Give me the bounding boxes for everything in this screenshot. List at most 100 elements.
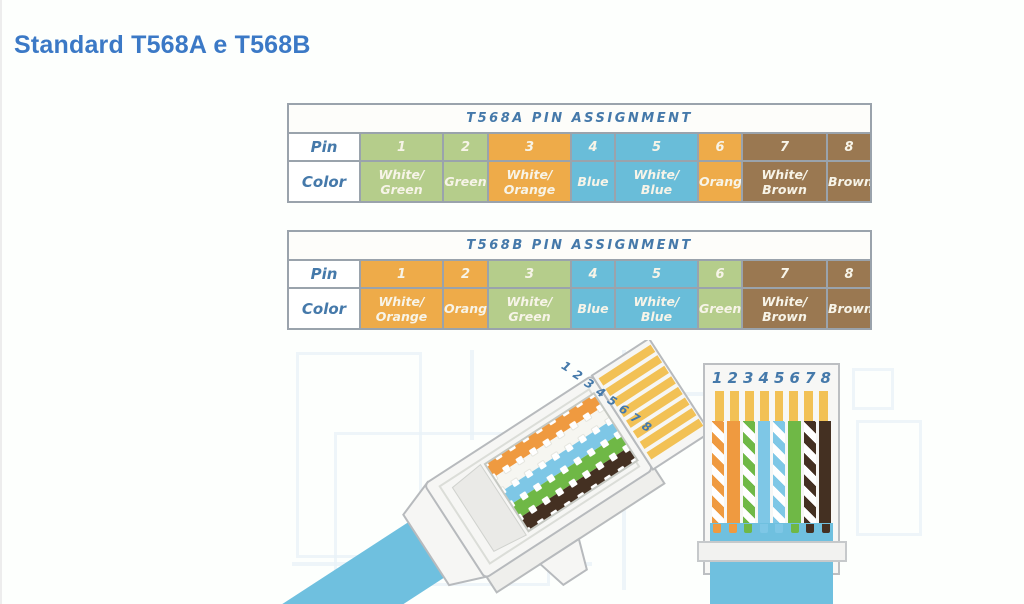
wire-tip bbox=[744, 524, 753, 533]
wire-tip bbox=[713, 524, 722, 533]
pin-cell: 8 bbox=[825, 132, 873, 162]
gold-pin bbox=[715, 391, 724, 421]
pin-cell: 6 bbox=[697, 259, 743, 289]
pin-cell: 4 bbox=[570, 132, 616, 162]
background-watermark bbox=[852, 368, 894, 410]
pin-number: 2 bbox=[727, 369, 738, 387]
wire-strip-white-orange bbox=[484, 393, 603, 478]
color-cell: Green bbox=[442, 160, 489, 203]
background-watermark bbox=[470, 350, 474, 440]
wire-strip-green bbox=[511, 433, 629, 518]
table-title-row: T568B PIN ASSIGNMENT bbox=[286, 230, 873, 261]
wires-front bbox=[712, 421, 831, 525]
wire-tips bbox=[711, 524, 832, 533]
wire-white-orange bbox=[712, 421, 725, 525]
pin-cell: 5 bbox=[614, 132, 699, 162]
color-cell: Brown bbox=[825, 287, 873, 330]
color-cell: Blue bbox=[570, 160, 616, 203]
pin-cell: 8 bbox=[825, 259, 873, 289]
color-row-label: Color bbox=[287, 287, 361, 330]
gold-pin bbox=[759, 391, 769, 421]
pin-number: 1 bbox=[712, 369, 723, 387]
pin-number: 4 bbox=[758, 369, 769, 387]
wire-brown bbox=[818, 421, 831, 525]
color-cell: White/ Blue bbox=[614, 287, 699, 330]
t568a-table: T568A PIN ASSIGNMENT Pin 1 2 3 4 5 6 7 8… bbox=[286, 103, 873, 203]
pin-row-label: Pin bbox=[287, 132, 361, 162]
pin-number: 5 bbox=[774, 369, 785, 387]
left-edge-line bbox=[0, 0, 2, 604]
rj45-connector-front: 1 2 3 4 5 6 7 8 bbox=[697, 360, 847, 604]
gold-pin bbox=[789, 391, 799, 421]
recessed-panel bbox=[451, 463, 527, 552]
pin-number: 7 bbox=[805, 369, 816, 387]
color-cell: White/ Orange bbox=[487, 160, 572, 203]
background-watermark bbox=[856, 420, 922, 536]
rj45-connector-3d: 1 2 3 4 5 6 7 8 bbox=[262, 340, 712, 604]
gold-pins-3d bbox=[598, 344, 704, 460]
wire-strip-brown bbox=[519, 446, 638, 532]
wire-tip bbox=[728, 524, 737, 533]
color-row: Color White/ Green Green White/ Orange B… bbox=[287, 160, 873, 203]
color-row-label: Color bbox=[287, 160, 361, 203]
t568b-table: T568B PIN ASSIGNMENT Pin 1 2 3 4 5 6 7 8… bbox=[286, 230, 873, 330]
pin-row: Pin 1 2 3 4 5 6 7 8 bbox=[287, 132, 873, 162]
color-cell: White/ Green bbox=[487, 287, 572, 330]
wire-tip bbox=[821, 524, 830, 533]
pin-numbers-front: 1 2 3 4 5 6 7 8 bbox=[711, 369, 832, 387]
wire-orange bbox=[727, 421, 740, 525]
strain-relief-band bbox=[697, 541, 847, 562]
color-row: Color White/ Orange Orange White/ Green … bbox=[287, 287, 873, 330]
t568b-table-title: T568B PIN ASSIGNMENT bbox=[286, 230, 873, 261]
wire-white-brown bbox=[803, 421, 816, 525]
svg-text:1: 1 bbox=[559, 358, 574, 374]
color-cell: Orange bbox=[442, 287, 489, 330]
table-title-row: T568A PIN ASSIGNMENT bbox=[286, 103, 873, 134]
color-cell: Orange bbox=[697, 160, 743, 203]
gold-pin bbox=[729, 391, 739, 421]
color-cell: White/ Orange bbox=[359, 287, 444, 330]
pin-cell: 6 bbox=[697, 132, 743, 162]
pin-cell: 1 bbox=[359, 132, 444, 162]
wire-blue bbox=[757, 421, 770, 525]
gold-pin bbox=[804, 391, 814, 421]
gold-pin bbox=[744, 391, 754, 421]
pin-cell: 2 bbox=[442, 259, 489, 289]
wire-white-blue bbox=[773, 421, 786, 525]
wire-tip bbox=[806, 524, 815, 533]
pin-cell: 5 bbox=[614, 259, 699, 289]
wire-tip bbox=[775, 524, 784, 533]
pin-number: 3 bbox=[743, 369, 754, 387]
pin-cell: 4 bbox=[570, 259, 616, 289]
gold-pin bbox=[774, 391, 784, 421]
wire-window bbox=[483, 391, 639, 533]
color-cell: White/ Brown bbox=[741, 287, 828, 330]
pin-cell: 2 bbox=[442, 132, 489, 162]
wire-tip bbox=[759, 524, 768, 533]
color-cell: White/ Brown bbox=[741, 160, 828, 203]
wire-green bbox=[788, 421, 801, 525]
pin-cell: 7 bbox=[741, 132, 828, 162]
cable-front bbox=[710, 523, 833, 604]
page-title: Standard T568A e T568B bbox=[14, 30, 311, 59]
pin-cell: 7 bbox=[741, 259, 828, 289]
color-cell: Blue bbox=[570, 287, 616, 330]
color-cell: White/ Blue bbox=[614, 160, 699, 203]
cable-3d bbox=[262, 504, 472, 604]
pin-cell: 3 bbox=[487, 259, 572, 289]
pin-row-label: Pin bbox=[287, 259, 361, 289]
wire-white-green bbox=[742, 421, 755, 525]
pin-number: 8 bbox=[820, 369, 831, 387]
pin-cell: 1 bbox=[359, 259, 444, 289]
pin-row: Pin 1 2 3 4 5 6 7 8 bbox=[287, 259, 873, 289]
wire-strip-white bbox=[493, 406, 612, 491]
gold-pins-front bbox=[715, 391, 828, 421]
color-cell: Green bbox=[697, 287, 743, 330]
pin-number: 6 bbox=[789, 369, 800, 387]
wire-strip-white-blue bbox=[502, 420, 621, 505]
pin-cell: 3 bbox=[487, 132, 572, 162]
window-frame bbox=[483, 391, 639, 533]
gold-pin bbox=[819, 391, 828, 421]
wire-tip bbox=[790, 524, 799, 533]
